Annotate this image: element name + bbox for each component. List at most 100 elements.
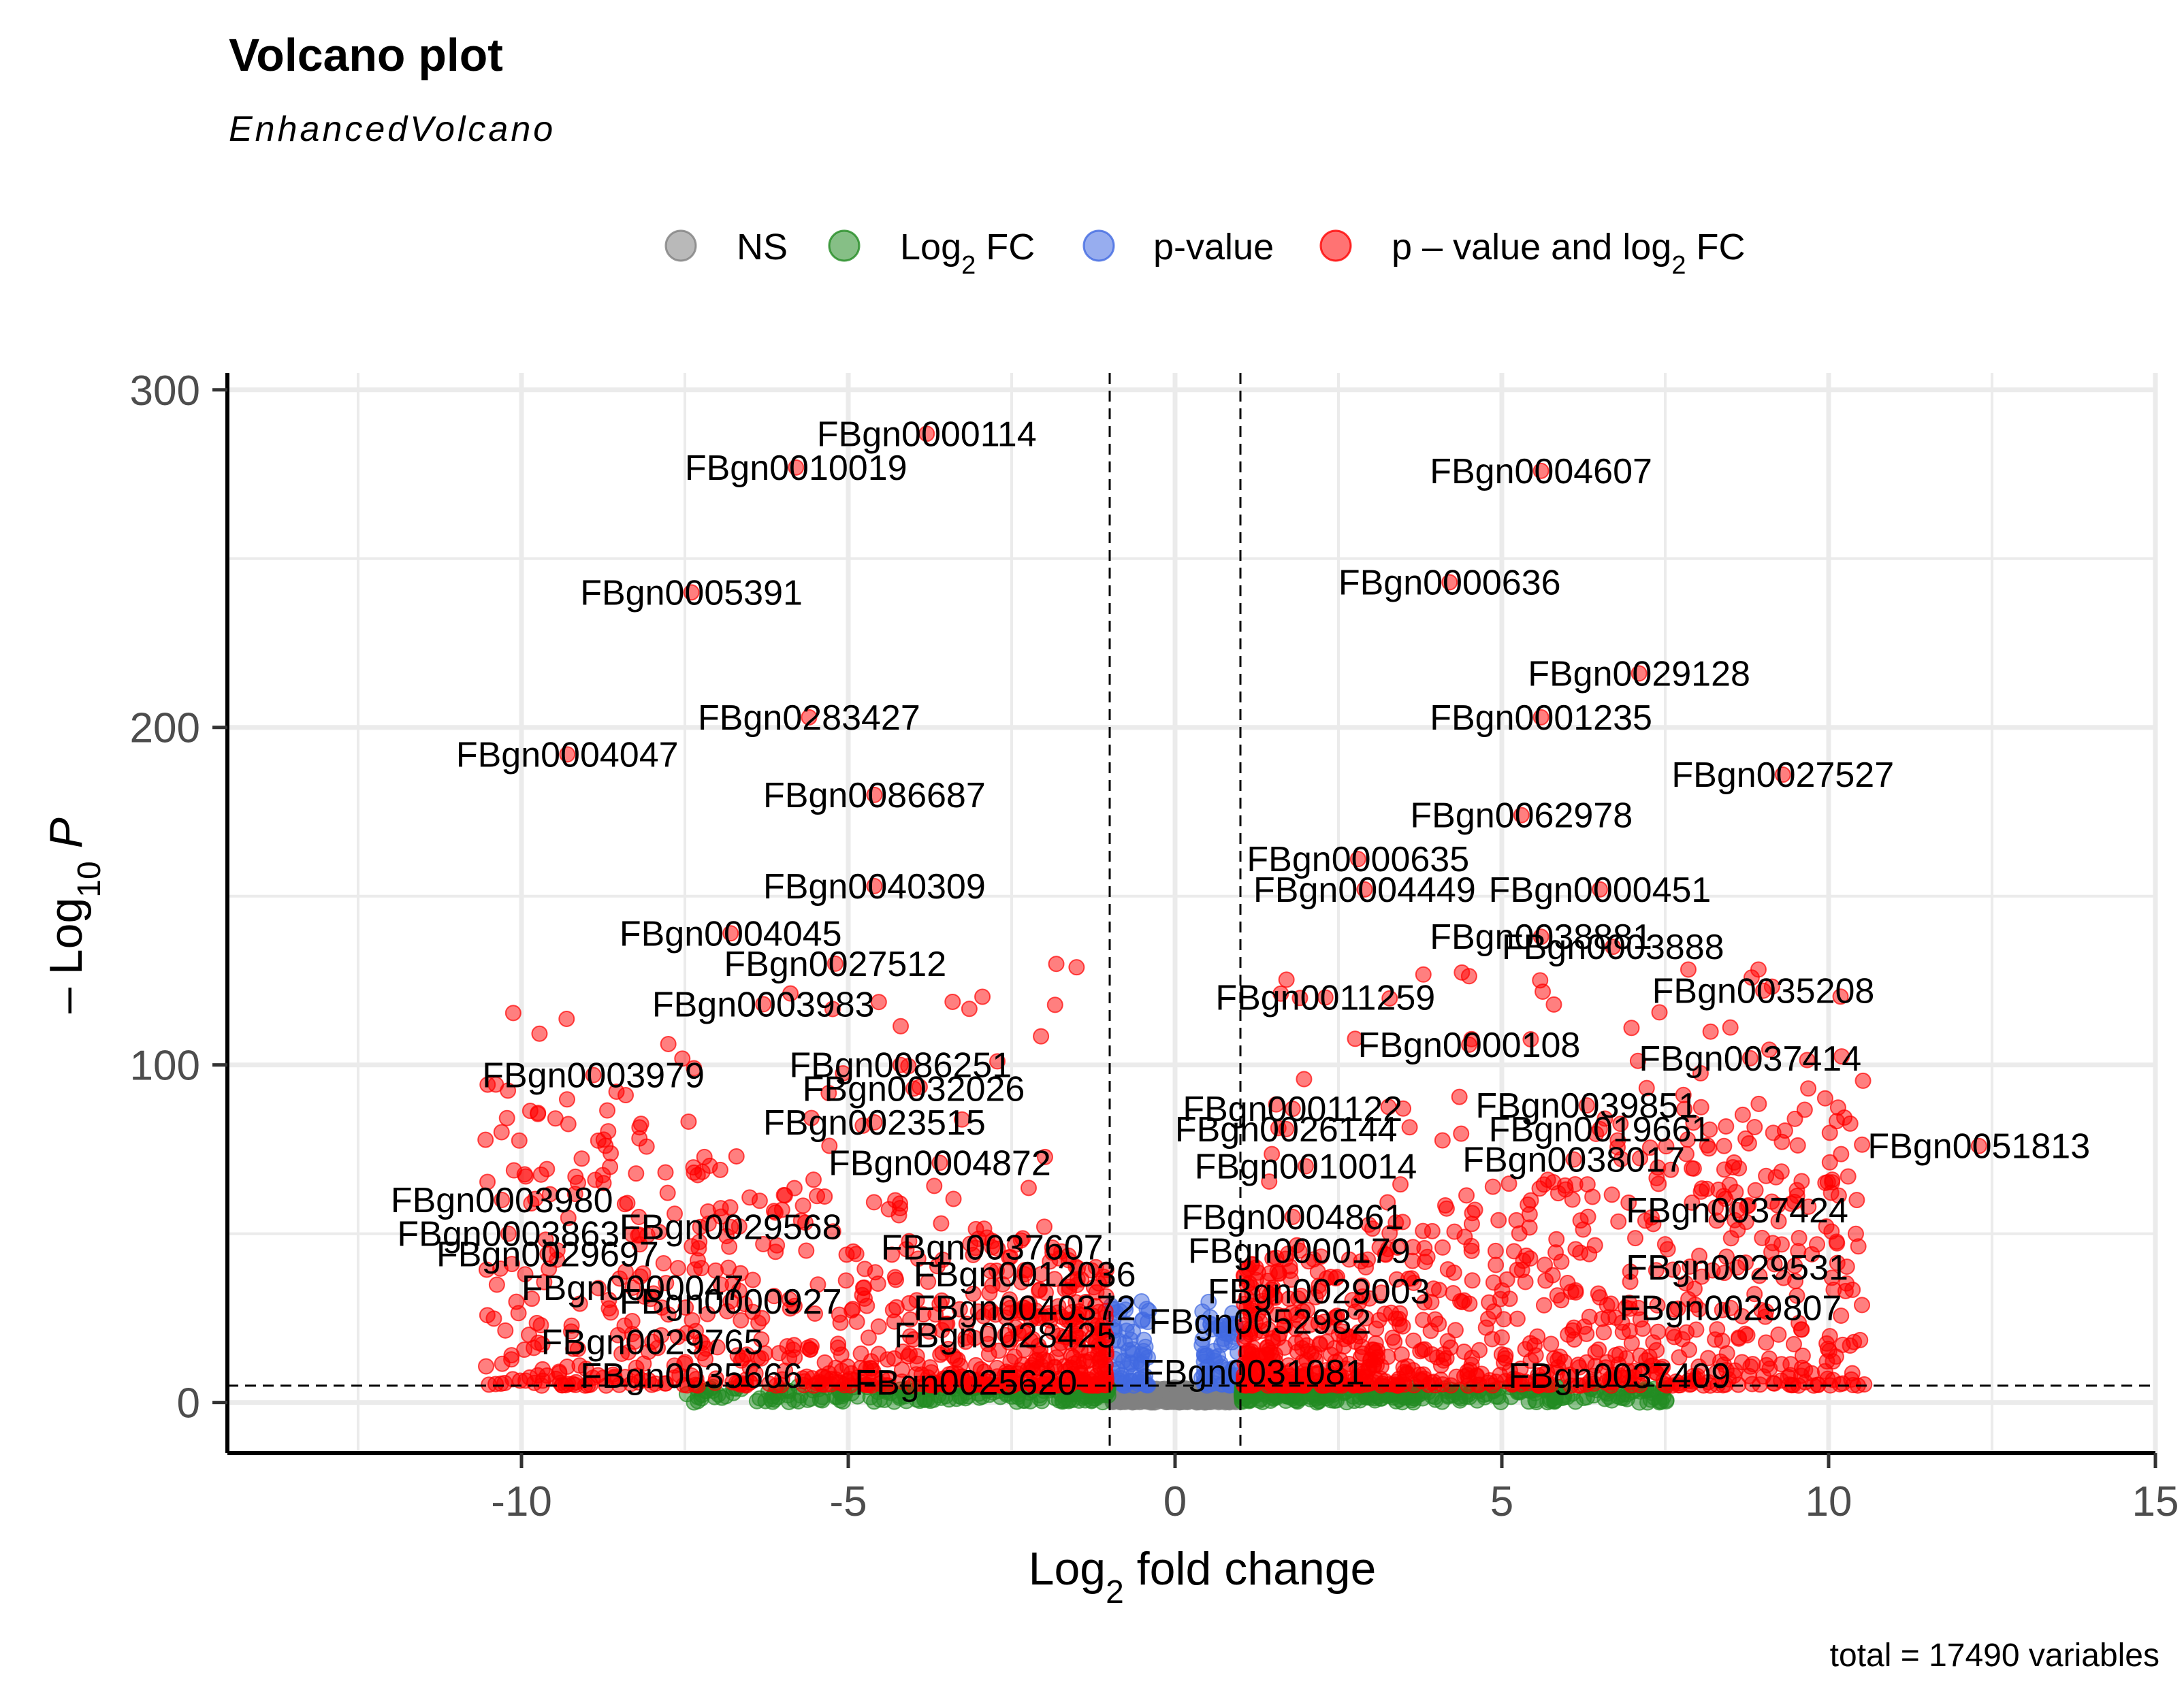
point-pvalue-and-log2fc — [1750, 1095, 1767, 1112]
point-pvalue-and-log2fc — [1046, 996, 1063, 1013]
point-label: FBgn0025620 — [854, 1363, 1077, 1403]
point-pvalue-and-log2fc — [1365, 1357, 1382, 1374]
point-label: FBgn0023515 — [763, 1103, 986, 1143]
point-label: FBgn0035666 — [580, 1356, 803, 1396]
x-axis-title: Log2 fold change — [1029, 1543, 1377, 1610]
point-pvalue — [1194, 1331, 1211, 1348]
point-pvalue — [1212, 1354, 1229, 1371]
point-pvalue-and-log2fc — [1702, 1023, 1719, 1040]
point-pvalue-and-log2fc — [809, 1276, 826, 1293]
point-pvalue-and-log2fc — [1595, 1324, 1612, 1341]
point-pvalue — [1200, 1293, 1217, 1310]
point-pvalue-and-log2fc — [865, 1194, 882, 1211]
point-pvalue-and-log2fc — [945, 1190, 962, 1207]
point-pvalue-and-log2fc — [1394, 1318, 1411, 1335]
point-label: FBgn0086687 — [763, 776, 986, 815]
point-pvalue-and-log2fc — [700, 1203, 717, 1220]
point-pvalue-and-log2fc — [1666, 1329, 1683, 1346]
point-pvalue-and-log2fc — [908, 1292, 925, 1309]
point-pvalue-and-log2fc — [1677, 1275, 1695, 1292]
point-pvalue-and-log2fc — [1564, 1191, 1581, 1208]
point-pvalue-and-log2fc — [564, 1376, 581, 1393]
point-pvalue-and-log2fc — [660, 1035, 677, 1052]
point-pvalue-and-log2fc — [1828, 1233, 1845, 1250]
point-pvalue-and-log2fc — [1701, 1121, 1718, 1138]
point-label: FBgn0000451 — [1489, 871, 1712, 910]
point-pvalue-and-log2fc — [1381, 1376, 1398, 1393]
point-label: FBgn0026144 — [1175, 1110, 1398, 1150]
point-pvalue-and-log2fc — [494, 1355, 511, 1372]
point-pvalue-and-log2fc — [1758, 1334, 1775, 1351]
point-pvalue-and-log2fc — [1545, 996, 1562, 1013]
point-pvalue-and-log2fc — [1627, 1230, 1644, 1247]
legend-key-ns — [664, 229, 697, 262]
point-label: FBgn0029128 — [1528, 654, 1750, 694]
point-pvalue-and-log2fc — [1548, 1231, 1565, 1248]
point-pvalue-and-log2fc — [1797, 1361, 1814, 1378]
point-pvalue-and-log2fc — [1854, 1136, 1871, 1153]
point-pvalue-and-log2fc — [1828, 1113, 1845, 1130]
x-tick-label: 0 — [1163, 1478, 1187, 1525]
point-pvalue-and-log2fc — [1495, 1311, 1512, 1328]
point-pvalue-and-log2fc — [767, 1243, 784, 1261]
point-pvalue-and-log2fc — [493, 1124, 510, 1141]
point-pvalue-and-log2fc — [659, 1184, 676, 1201]
point-pvalue-and-log2fc — [1610, 1213, 1627, 1230]
point-pvalue-and-log2fc — [910, 1250, 927, 1267]
point-pvalue-and-log2fc — [1488, 1256, 1505, 1273]
point-pvalue-and-log2fc — [505, 1162, 522, 1179]
point-label: FBgn0027527 — [1671, 755, 1894, 795]
point-pvalue-and-log2fc — [1818, 1218, 1835, 1235]
point-pvalue-and-log2fc — [1847, 1225, 1864, 1242]
point-pvalue-and-log2fc — [1068, 959, 1085, 976]
point-pvalue-and-log2fc — [551, 1363, 568, 1380]
point-pvalue-and-log2fc — [1691, 1248, 1708, 1265]
x-tick-label: 15 — [2132, 1478, 2179, 1525]
point-pvalue-and-log2fc — [1787, 1273, 1804, 1290]
point-pvalue-and-log2fc — [599, 1102, 616, 1119]
point-pvalue-and-log2fc — [1419, 1248, 1436, 1265]
point-pvalue-and-log2fc — [1800, 1080, 1817, 1097]
point-pvalue-and-log2fc — [1484, 1178, 1501, 1195]
point-pvalue-and-log2fc — [1353, 1277, 1370, 1294]
point-label: FBgn0283427 — [698, 698, 920, 738]
point-pvalue-and-log2fc — [1742, 1358, 1759, 1375]
point-pvalue-and-log2fc — [532, 1166, 549, 1183]
point-pvalue-and-log2fc — [526, 1339, 543, 1356]
point-label: FBgn0037409 — [1508, 1356, 1731, 1396]
point-pvalue — [1136, 1331, 1153, 1348]
y-tick-label: 0 — [177, 1380, 200, 1427]
point-pvalue-and-log2fc — [477, 1131, 494, 1148]
point-label: FBgn0040309 — [763, 867, 986, 907]
point-pvalue-and-log2fc — [590, 1280, 607, 1297]
point-pvalue-and-log2fc — [1464, 1272, 1481, 1289]
point-label: FBgn0000179 — [1188, 1231, 1411, 1271]
point-pvalue-and-log2fc — [1586, 1237, 1603, 1254]
point-pvalue-and-log2fc — [1842, 1115, 1859, 1132]
point-log2fc — [814, 1392, 831, 1409]
point-pvalue-and-log2fc — [1296, 1071, 1313, 1088]
point-pvalue-and-log2fc — [532, 1317, 549, 1334]
point-pvalue-and-log2fc — [751, 1192, 768, 1209]
point-pvalue-and-log2fc — [487, 1376, 504, 1393]
point-pvalue-and-log2fc — [530, 1105, 547, 1122]
point-pvalue-and-log2fc — [711, 1161, 728, 1178]
point-pvalue-and-log2fc — [479, 1173, 496, 1190]
point-pvalue-and-log2fc — [1543, 1335, 1560, 1352]
point-pvalue-and-log2fc — [1535, 983, 1552, 1001]
point-pvalue-and-log2fc — [1564, 1322, 1581, 1339]
point-pvalue-and-log2fc — [1773, 1163, 1790, 1180]
point-pvalue-and-log2fc — [1415, 1222, 1432, 1239]
point-pvalue-and-log2fc — [1535, 1297, 1552, 1314]
point-label: FBgn0029531 — [1626, 1248, 1848, 1288]
point-pvalue — [1113, 1369, 1130, 1386]
point-pvalue-and-log2fc — [1436, 1197, 1454, 1214]
point-pvalue-and-log2fc — [830, 1335, 847, 1352]
point-pvalue-and-log2fc — [1572, 1212, 1589, 1229]
point-pvalue-and-log2fc — [1487, 1242, 1504, 1259]
point-pvalue-and-log2fc — [1848, 1192, 1865, 1209]
point-pvalue-and-log2fc — [485, 1310, 502, 1327]
point-pvalue-and-log2fc — [1445, 1264, 1462, 1281]
point-pvalue-and-log2fc — [1780, 1369, 1797, 1386]
